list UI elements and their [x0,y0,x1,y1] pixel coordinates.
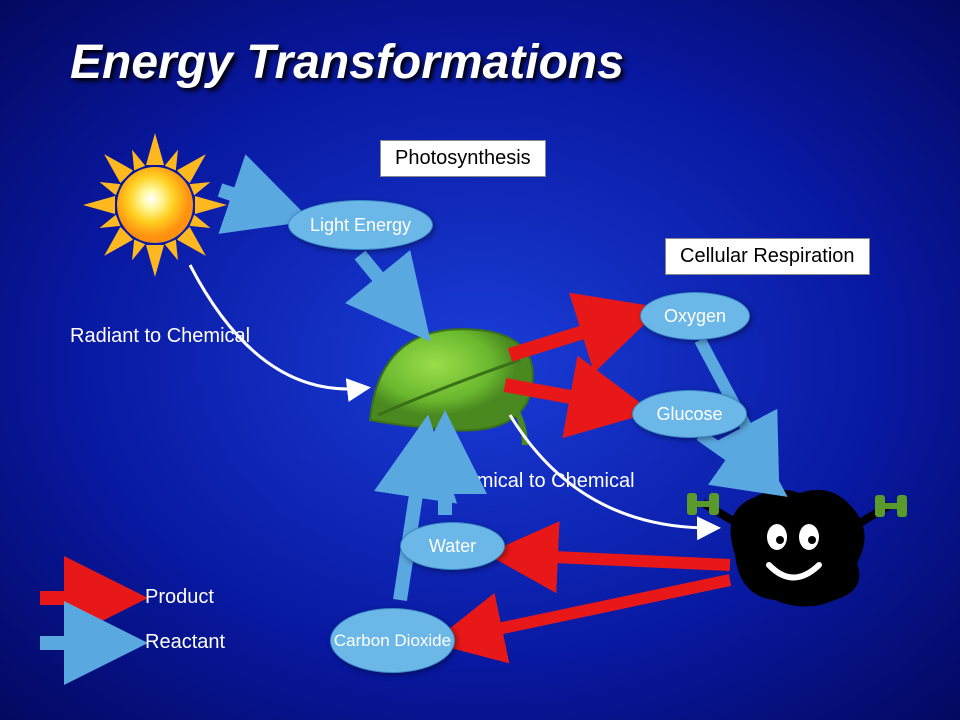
node-oxygen: Oxygen [640,292,750,340]
arrow-product [455,580,730,638]
arrow-reactant [700,435,768,483]
node-light-energy: Light Energy [288,200,433,250]
arrow-reactant [400,442,424,600]
radiant-to-chemical-caption: Radiant to Chemical [70,325,250,348]
arrow-product [505,385,625,407]
arrow-product [510,316,635,355]
legend-reactant-label: Reactant [145,631,225,654]
figure-icon [687,490,907,607]
arrow-reactant [360,255,413,320]
legend-product-label: Product [145,586,214,609]
node-carbon-dioxide: Carbon Dioxide [330,608,455,673]
slide-title: Energy Transformations [70,35,624,90]
arrow-product [510,555,730,565]
photosynthesis-box: Photosynthesis [380,140,546,177]
cellular-respiration-box: Cellular Respiration [665,238,870,275]
node-glucose: Glucose [632,390,747,438]
arrow-reactant [220,190,285,212]
sun-icon [83,133,227,277]
leaf-icon [370,329,533,445]
diagram-svg [0,0,960,720]
node-water: Water [400,522,505,570]
chemical-to-chemical-caption: Chemical to Chemical [440,470,635,493]
